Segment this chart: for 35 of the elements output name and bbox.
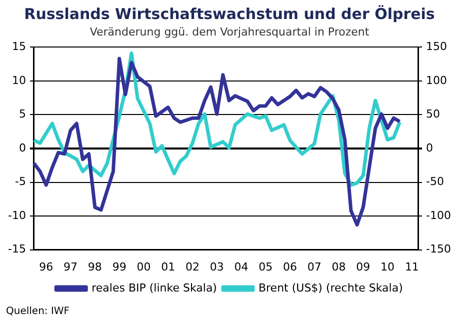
x-tick-label: 08 bbox=[332, 260, 346, 274]
legend-label: reales BIP (linke Skala) bbox=[92, 281, 217, 294]
chart-title: Russlands Wirtschaftswachstum und der Ölpreis bbox=[24, 4, 435, 23]
x-tick-label: 10 bbox=[380, 260, 395, 274]
x-tick-label: 00 bbox=[136, 260, 151, 274]
x-tick-label: 04 bbox=[234, 260, 248, 274]
x-tick-label: 05 bbox=[258, 260, 273, 274]
x-tick-label: 01 bbox=[161, 260, 176, 274]
x-tick-label: 11 bbox=[404, 260, 419, 274]
x-tick-label: 03 bbox=[210, 260, 224, 274]
x-tick-label: 06 bbox=[283, 260, 298, 274]
legend-label: Brent (US$) (rechte Skala) bbox=[258, 281, 403, 294]
y2-tick-label: -150 bbox=[426, 242, 452, 256]
y-tick-label: 15 bbox=[12, 40, 26, 54]
y-tick-label: 10 bbox=[12, 74, 26, 87]
x-tick-label: 07 bbox=[307, 260, 322, 274]
y2-tick-label: 150 bbox=[426, 40, 448, 54]
y-tick-label: 5 bbox=[18, 108, 26, 121]
y2-tick-label: -100 bbox=[426, 208, 452, 222]
source-note: Quellen: IWF bbox=[6, 306, 70, 317]
x-tick-label: 96 bbox=[39, 260, 54, 274]
x-tick-label: 97 bbox=[64, 260, 78, 274]
x-tick-label: 99 bbox=[112, 260, 126, 274]
chart-subtitle: Veränderung ggü. dem Vorjahresquartal in Prozent bbox=[90, 25, 370, 38]
y-tick-label: -10 bbox=[8, 208, 26, 222]
x-tick-label: 02 bbox=[185, 260, 200, 274]
y2-tick-label: 50 bbox=[426, 108, 440, 121]
x-tick-label: 98 bbox=[88, 260, 102, 274]
y2-tick-label: -50 bbox=[426, 175, 444, 188]
y-tick-label: -15 bbox=[8, 242, 26, 256]
y2-tick-label: 100 bbox=[426, 74, 448, 87]
x-tick-label: 09 bbox=[356, 260, 370, 274]
y-tick-label: 0 bbox=[18, 141, 26, 154]
y-tick-label: -5 bbox=[15, 175, 26, 188]
y2-tick-label: 0 bbox=[426, 141, 434, 154]
